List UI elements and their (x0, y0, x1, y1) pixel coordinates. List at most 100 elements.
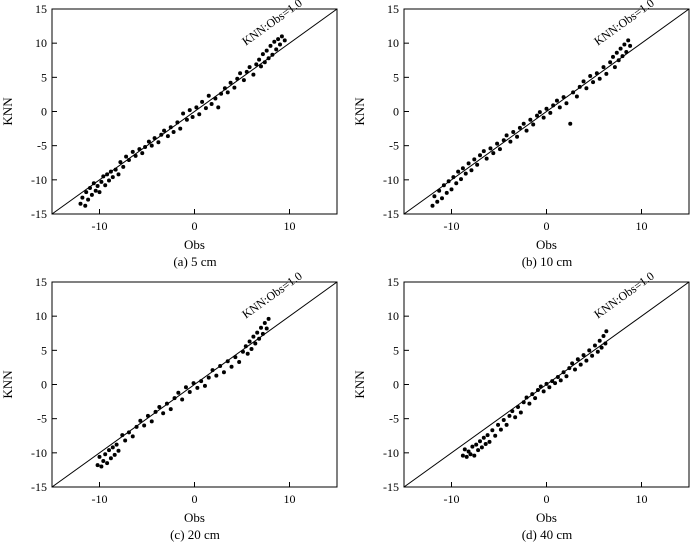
panel-d-data-point (575, 357, 580, 362)
panel-b-data-point (517, 125, 522, 130)
panel-c: (c) 20 cm KNN:Obs=1.0 -15 -10 -5 0 5 10 15 -10 0 1… (0, 269, 338, 542)
panel-c-x-tick-label: -10 (92, 492, 108, 506)
panel-b-data-point (618, 46, 623, 51)
panel-c-reference-label: KNN:Obs=1.0 (239, 269, 304, 321)
panel-a-data-point (146, 139, 151, 144)
panel-c-data-point (130, 434, 135, 439)
panel-d-data-point (550, 379, 555, 384)
panel-a-data-point (118, 160, 123, 165)
panel-a-data-point (91, 181, 96, 186)
panel-a-data-point (83, 203, 88, 208)
panel-b-data-point (521, 121, 526, 126)
panel-b-data-point (577, 84, 582, 89)
panel-b-data-point (488, 146, 493, 151)
panel-a-data-point (181, 111, 186, 116)
panel-b-y-tick-label: 0 (393, 105, 399, 119)
panel-a-data-point (238, 71, 243, 76)
panel-b-data-point (571, 90, 576, 95)
panel-d-data-point (524, 395, 529, 400)
panel-d-data-point (533, 396, 538, 401)
panel-a-data-point (270, 52, 275, 57)
panel-a-x-tick-label: -10 (92, 219, 108, 233)
panel-b-data-point (432, 194, 437, 199)
panel-a-data-point (187, 108, 192, 113)
panel-b-data-point (535, 113, 539, 118)
panel-a-data-point (140, 151, 145, 156)
panel-b-reference-label: KNN:Obs=1.0 (591, 0, 656, 48)
panel-b-data-point (440, 196, 444, 201)
panel-a-x-tick-label: 0 (192, 219, 198, 233)
panel-d-y-tick-label: -5 (389, 412, 399, 426)
panel-c-y-tick-label: -10 (31, 446, 47, 460)
panel-d-data-point (544, 381, 549, 386)
panel-a-data-point (257, 57, 262, 62)
panel-a-data-point (184, 117, 189, 122)
panel-d-data-point (601, 333, 606, 338)
panel-b-reference-line (403, 8, 690, 215)
panel-b-data-point (469, 168, 474, 173)
panel-b-data-point (551, 103, 556, 108)
panel-c-data-point (97, 454, 102, 459)
panel-b-data-point (446, 179, 451, 184)
panel-d-data-point (541, 389, 546, 394)
panel-a-data-point (152, 136, 157, 141)
panel-c-data-point (108, 456, 113, 461)
panel-c-data-point (114, 442, 119, 447)
panel-c-data-point (240, 349, 245, 354)
panel-a-data-point (260, 52, 265, 57)
panel-c-data-point (214, 373, 219, 378)
panel-b-data-point (528, 117, 533, 122)
panel-b-data-point (504, 133, 509, 138)
panel-b-data-point (430, 203, 435, 208)
panel-c-data-point (145, 413, 150, 418)
panel-b-x-axis-label: Obs (536, 237, 557, 252)
panel-a-data-point (200, 99, 205, 104)
panel-c-y-tick-label: -5 (37, 412, 47, 426)
panel-d-data-point (584, 358, 589, 363)
panel-a-data-point (121, 164, 126, 169)
panel-c-data-point (180, 397, 185, 402)
panel-b-data-point (515, 134, 520, 139)
panel-c-data-point (202, 383, 207, 388)
panel-b-data-point (574, 94, 579, 99)
panel-b-data-point (501, 138, 506, 143)
panel-c-data-point (199, 379, 204, 384)
panel-c-data-point (233, 355, 238, 360)
panel-a-data-point (99, 179, 104, 184)
panel-a-data-point (97, 190, 102, 195)
panel-b-data-point (620, 54, 625, 59)
panel-a-data-point (149, 143, 154, 148)
panel-c-data-point (249, 346, 254, 351)
panel-b-data-point (601, 65, 606, 70)
panel-a-reference-label: KNN:Obs=1.0 (239, 0, 304, 48)
panel-b-data-point (568, 121, 573, 126)
panel-a-data-point (213, 96, 218, 101)
panel-a-y-tick-label: 15 (35, 2, 47, 16)
panel-a-y-tick-label: 10 (35, 36, 47, 50)
panel-d-data-point (496, 422, 501, 427)
panel-d-data-point (535, 387, 540, 392)
panel-c-data-point (142, 423, 147, 428)
panel-a-data-point (262, 60, 267, 65)
panel-c-data-point (221, 370, 226, 375)
panel-a-data-point (228, 80, 233, 85)
panel-d-data-point (538, 384, 543, 389)
panel-b-data-point (611, 54, 615, 59)
panel-a-data-point (254, 62, 259, 67)
panel-c-data-point (103, 452, 108, 457)
panel-c-data-point (260, 331, 265, 336)
panel-b-data-point (537, 110, 542, 115)
panel-b-y-tick-label: 10 (387, 36, 399, 50)
panel-a: (a) 5 cm KNN:Obs=1.0 -15 -10 -5 0 5 10 15 -10 0 10… (0, 0, 338, 269)
panel-a-data-point (178, 126, 183, 131)
panel-a-x-tick-label: 10 (284, 219, 296, 233)
panel-b-data-point (449, 187, 454, 192)
panel-c-data-point (172, 396, 177, 401)
panel-d-data-point (597, 338, 602, 343)
panel-b-data-point (557, 105, 562, 110)
panel-b-data-point (541, 115, 546, 120)
panel-d-caption: (d) 40 cm (522, 527, 573, 542)
panel-b-data-point (459, 177, 463, 182)
panel-d-x-tick-label: 10 (636, 492, 648, 506)
panel-a-data-point (279, 34, 284, 39)
